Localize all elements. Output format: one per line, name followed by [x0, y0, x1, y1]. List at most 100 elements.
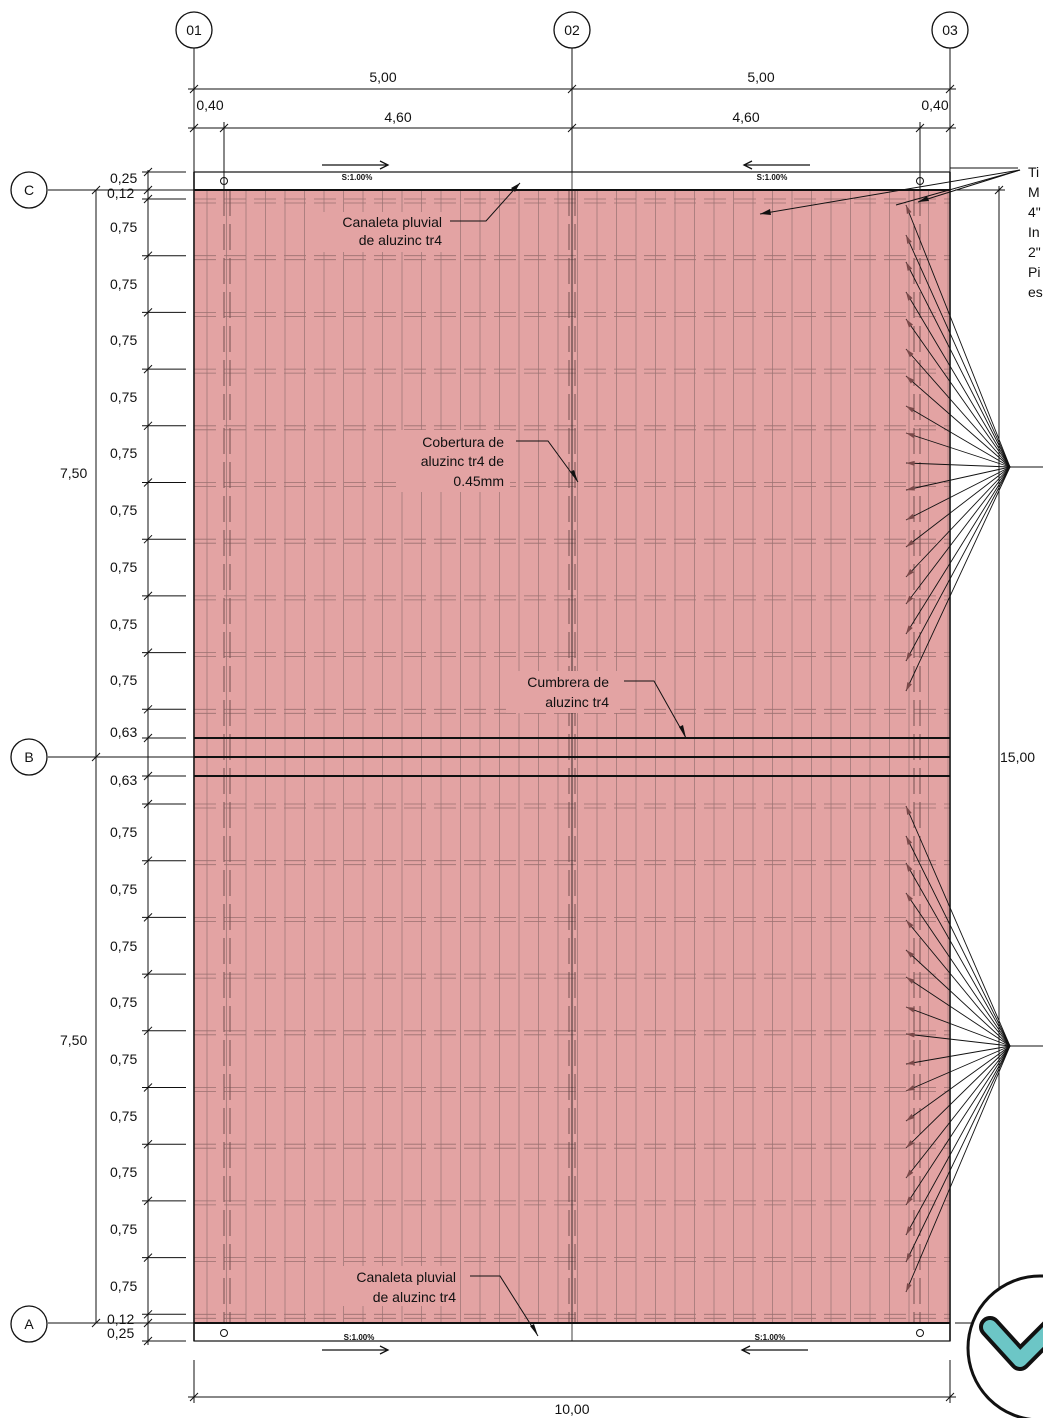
fan-leader: [905, 466, 1011, 548]
dimension-tick-slash: [143, 1309, 153, 1319]
grid-column-02: 02: [553, 11, 591, 172]
fan-leader: [905, 949, 1011, 1047]
spacing-label: 0,75: [110, 616, 137, 632]
dimension-tick-slash: [143, 364, 153, 374]
dimension-label: 0,63: [110, 724, 137, 740]
annotation-text: Canaleta pluvial: [356, 1269, 456, 1285]
dimension-label: 7,50: [60, 465, 87, 481]
grid-row-label: A: [24, 1316, 34, 1332]
drain-hole: [220, 1329, 228, 1337]
fastener-leader-fans: [905, 204, 1043, 1293]
spacing-label: 0,75: [110, 276, 137, 292]
annotation-text: aluzinc tr4: [545, 694, 609, 710]
spacing-label: 0,75: [110, 1108, 137, 1124]
dimension-tick-slash: [143, 856, 153, 866]
dimension-tick-slash: [143, 1336, 153, 1346]
dimension-tick-slash: [91, 1318, 101, 1328]
spacing-label: 0,75: [110, 1278, 137, 1294]
fan-leader: [905, 1033, 1011, 1047]
fan-arrowhead: [906, 836, 913, 845]
spacing-label: 0,75: [110, 994, 137, 1010]
fan-arrowhead: [906, 513, 915, 520]
dimension-label: 10,00: [554, 1401, 589, 1417]
dimension-label: 0,40: [196, 97, 223, 113]
dimension-tick-slash: [143, 771, 153, 781]
fan-leader: [905, 1045, 1011, 1149]
side-note-line: Pi: [1028, 264, 1040, 280]
annotation-gutter-top: Canaleta pluvial de aluzinc tr4: [318, 182, 521, 252]
fan-leader: [905, 805, 1011, 1047]
fan-arrowhead: [906, 893, 913, 902]
grid-column-label: 02: [564, 22, 580, 38]
dimension-tick-slash: [143, 1026, 153, 1036]
fan-leader: [905, 375, 1011, 468]
dimension-tick-slash: [143, 185, 153, 195]
dimension-label: 0,12: [107, 185, 134, 201]
fan-arrowhead: [906, 1007, 915, 1013]
fan-arrowhead: [906, 920, 914, 929]
fan-arrowhead: [906, 1085, 915, 1091]
side-note-line: In: [1028, 224, 1040, 240]
dimension-tick-slash: [143, 1196, 153, 1206]
fan-arrowhead: [906, 1253, 912, 1262]
dimension-tick-slash: [91, 185, 101, 195]
side-note-line: 2": [1028, 244, 1041, 260]
grid-column-03: 03: [931, 11, 969, 172]
dimension-tick-slash: [143, 534, 153, 544]
dimension-tick-slash: [143, 1139, 153, 1149]
fan-leader: [905, 466, 1011, 491]
check-badge-icon: [966, 1274, 1043, 1418]
fan-leader: [905, 318, 1011, 468]
dimension-tick-slash: [143, 421, 153, 431]
fan-leader: [905, 1045, 1011, 1293]
fan-leader: [905, 432, 1011, 468]
fan-arrowhead: [906, 569, 914, 577]
spacing-label: 0,75: [110, 938, 137, 954]
fan-arrowhead: [906, 1032, 915, 1038]
spacing-label: 0,75: [110, 219, 137, 235]
fan-arrowhead: [906, 235, 912, 244]
fan-arrowhead: [906, 625, 913, 634]
spacing-label: 0,75: [110, 672, 137, 688]
fan-arrowhead: [906, 485, 915, 491]
slope-label: S:1.00%: [757, 173, 788, 182]
fan-leader: [905, 466, 1011, 578]
annotation-text: de aluzinc tr4: [359, 232, 442, 248]
fan-leader: [905, 1045, 1011, 1236]
annotation-gutter-bottom: Canaleta pluvial de aluzinc tr4: [330, 1266, 539, 1337]
grid-column-label: 01: [186, 22, 202, 38]
dimension-tick-slash: [143, 969, 153, 979]
spacing-label: 0,75: [110, 1164, 137, 1180]
fan-leader: [905, 291, 1011, 468]
grid-row-label: C: [24, 182, 34, 198]
fan-arrowhead: [906, 1140, 914, 1148]
fan-leader: [905, 348, 1011, 468]
annotation-text: aluzinc tr4 de: [421, 453, 504, 469]
fan-arrowhead: [906, 950, 915, 958]
spacing-label: 0,75: [110, 824, 137, 840]
spacing-label: 0,75: [110, 1221, 137, 1237]
fan-arrowhead: [906, 1169, 914, 1178]
fan-leader: [905, 1045, 1011, 1065]
fan-arrowhead: [906, 652, 913, 661]
fan-arrowhead: [906, 806, 912, 815]
dimension-label: 0,63: [110, 772, 137, 788]
fan-arrowhead: [906, 1060, 915, 1065]
dimension-tick-slash: [143, 167, 153, 177]
dimension-tick-slash: [143, 251, 153, 261]
spacing-label: 0,75: [110, 502, 137, 518]
fan-arrowhead: [906, 406, 915, 413]
annotation-text: Canaleta pluvial: [342, 214, 442, 230]
fan-leader: [905, 234, 1011, 468]
fan-arrowhead: [906, 595, 914, 604]
slope-label: S:1.00%: [755, 1333, 786, 1342]
slope-label: S:1.00%: [344, 1333, 375, 1342]
right-dimension: [955, 185, 1005, 1328]
grid-row-B: B: [10, 738, 194, 776]
slope-label: S:1.00%: [342, 173, 373, 182]
dimension-label: 0,40: [921, 97, 948, 113]
spacing-labels: 0,75 0,75 0,75 0,75 0,75 0,75 0,75 0,75 …: [110, 219, 137, 1294]
fan-leader: [905, 1045, 1011, 1122]
fan-leader: [905, 976, 1011, 1047]
fan-arrowhead: [906, 349, 914, 358]
